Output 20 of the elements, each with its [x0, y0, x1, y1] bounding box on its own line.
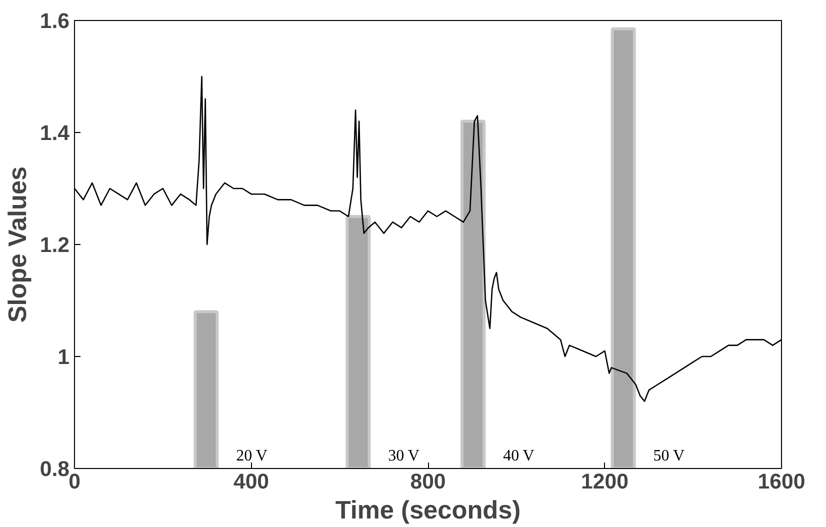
x-tick-label: 1200	[581, 470, 628, 494]
x-tick-label: 800	[410, 470, 446, 494]
annotation: 30 V	[388, 448, 420, 464]
y-tick-label: 0.8	[40, 457, 70, 481]
y-axis-title: Slope Values	[4, 166, 32, 323]
x-tick-label: 400	[233, 470, 270, 494]
y-tick-label: 1.4	[40, 121, 70, 145]
y-tick-label: 1.2	[40, 233, 70, 257]
x-axis-title: Time (seconds)	[335, 496, 521, 524]
bar	[610, 27, 636, 468]
bar	[194, 310, 219, 468]
y-tick-label: 1.6	[40, 9, 70, 33]
x-tick-label: 0	[68, 470, 80, 494]
annotation: 50 V	[653, 448, 686, 464]
bar	[460, 120, 486, 468]
bar	[346, 215, 371, 468]
annotation: 20 V	[236, 448, 268, 464]
x-tick-label: 1600	[758, 470, 806, 494]
annotation: 40 V	[503, 448, 535, 464]
y-tick-label: 1	[58, 345, 70, 369]
